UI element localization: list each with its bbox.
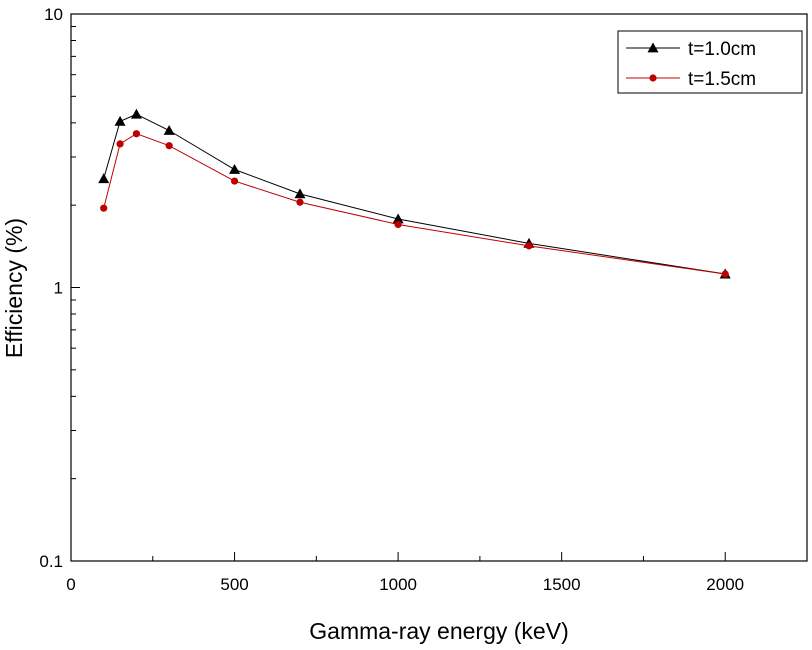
- legend-marker: [647, 42, 659, 53]
- data-point: [116, 140, 124, 148]
- axes-layer: 0 500 1000 1500 2000 0.1 1 10: [39, 5, 808, 594]
- plot-layer: [98, 108, 731, 279]
- data-point: [130, 108, 142, 119]
- data-point: [394, 220, 402, 229]
- x-tick-label: 0: [66, 575, 75, 594]
- data-point: [163, 125, 175, 135]
- plot-frame: [70, 13, 808, 562]
- legend: t=1.0cm t=1.5cm: [617, 30, 803, 94]
- y-tick-label: 10: [44, 5, 63, 24]
- x-tick-label: 1500: [543, 575, 581, 594]
- data-point: [165, 142, 173, 150]
- data-point: [525, 242, 533, 250]
- data-point: [114, 115, 126, 126]
- data-point: [294, 188, 306, 199]
- legend-marker: [649, 74, 657, 82]
- legend-item-1: t=1.0cm: [626, 39, 756, 60]
- y-tick-label: 0.1: [39, 552, 63, 571]
- series-line: [103, 113, 726, 275]
- y-axis-title: Efficiency (%): [1, 218, 27, 358]
- data-point: [229, 164, 241, 174]
- data-point: [100, 204, 108, 212]
- x-tick-label: 500: [220, 575, 248, 594]
- series-line: [103, 133, 726, 275]
- legend-label: t=1.5cm: [688, 69, 756, 90]
- series-1: [98, 108, 731, 279]
- legend-item-2: t=1.5cm: [626, 69, 756, 90]
- data-point: [296, 198, 304, 206]
- x-tick-label: 2000: [706, 575, 744, 594]
- data-point: [98, 173, 110, 184]
- legend-box: [617, 30, 803, 94]
- data-point: [132, 130, 141, 138]
- data-point: [230, 177, 239, 185]
- x-tick-label: 1000: [379, 575, 417, 594]
- y-tick-label: 1: [54, 279, 63, 298]
- legend-label: t=1.0cm: [688, 39, 756, 60]
- data-point: [721, 270, 729, 278]
- x-axis-title: Gamma-ray energy (keV): [309, 618, 568, 644]
- series-2: [100, 130, 729, 278]
- data-point: [392, 213, 404, 224]
